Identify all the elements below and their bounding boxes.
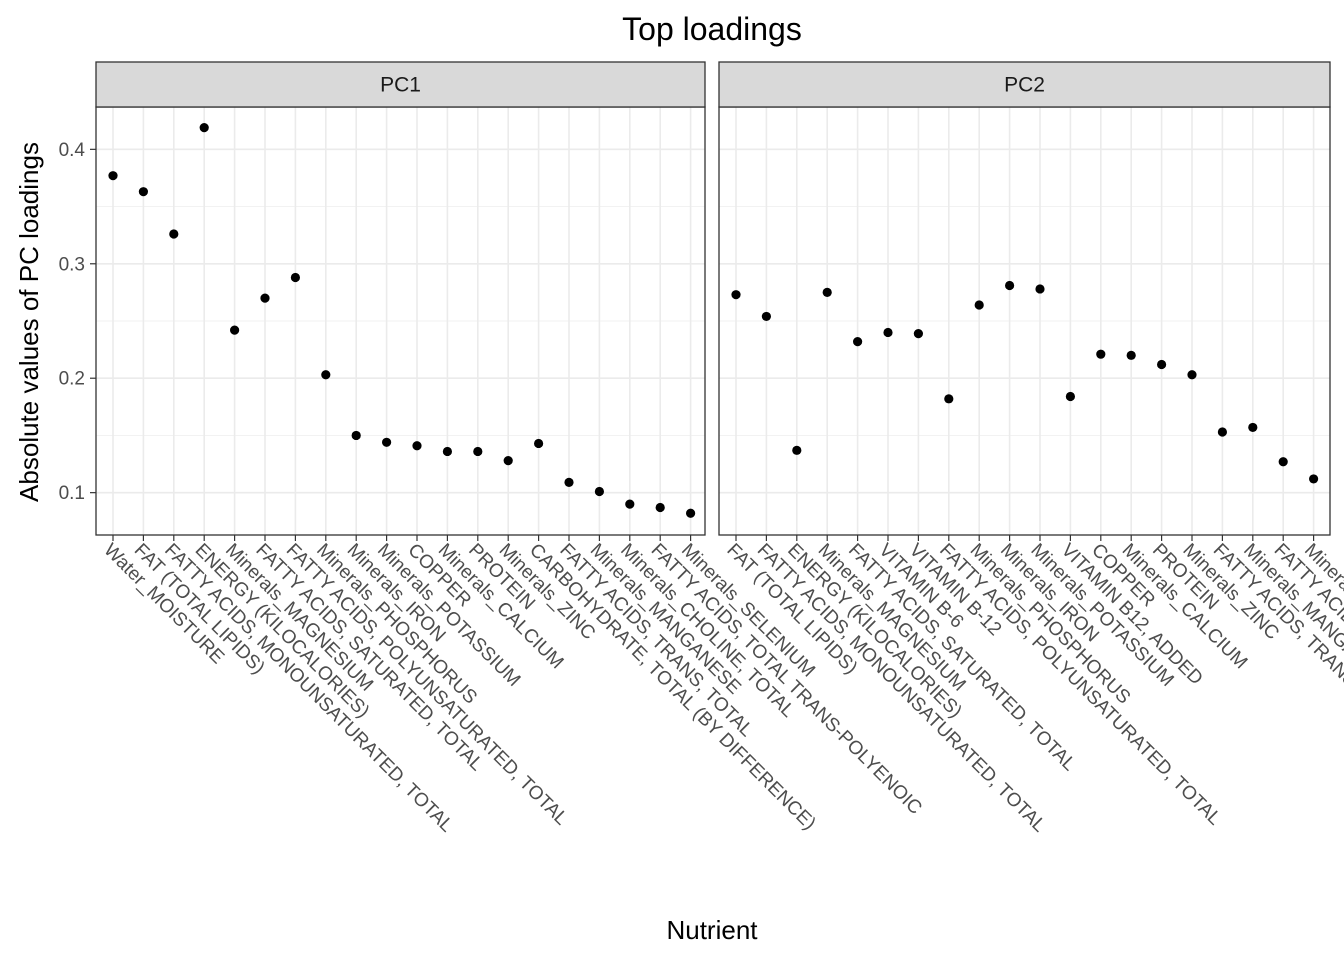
facet-strip [95, 61, 706, 108]
y-tick-label: 0.2 [59, 369, 85, 390]
data-point [944, 394, 954, 404]
data-point [503, 456, 513, 466]
data-point [1278, 457, 1288, 467]
data-point [1157, 359, 1167, 370]
data-point [1309, 474, 1319, 484]
y-axis: 0.1 0.2 0.3 0.4 [59, 140, 96, 504]
data-point [594, 486, 605, 497]
data-point [1065, 391, 1075, 402]
data-point [1217, 427, 1227, 437]
data-point [883, 327, 893, 338]
data-point [1035, 284, 1045, 294]
y-tick-label: 0.1 [59, 483, 85, 504]
data-point [199, 122, 209, 133]
data-point [761, 311, 772, 322]
data-point [655, 502, 665, 513]
data-point [534, 438, 544, 449]
data-point [230, 325, 240, 335]
data-point [412, 441, 422, 451]
facet-strip [718, 61, 1331, 108]
data-point [169, 229, 179, 239]
data-point [382, 437, 392, 447]
data-point [822, 287, 832, 297]
data-point [290, 272, 300, 283]
data-point [974, 300, 984, 310]
data-point [792, 445, 802, 455]
data-point [686, 508, 696, 518]
data-point [108, 171, 118, 181]
data-point [731, 290, 741, 300]
data-point [853, 336, 863, 347]
x-axis-title: Nutrient [666, 915, 758, 945]
y-axis-title: Absolute values of PC loadings [14, 142, 44, 502]
data-point [260, 293, 270, 303]
facet-strip-label: PC1 [380, 74, 421, 97]
data-point [625, 499, 635, 509]
data-point [564, 477, 574, 487]
data-point [351, 430, 361, 441]
data-point [1126, 350, 1136, 360]
data-point [913, 328, 924, 339]
data-point [1248, 422, 1258, 433]
data-point [1096, 349, 1106, 359]
data-point [321, 370, 331, 380]
chart-title: Top loadings [622, 11, 802, 47]
data-point [1005, 280, 1015, 291]
facet-strip-label: PC2 [1004, 74, 1045, 97]
y-tick-label: 0.3 [59, 254, 85, 275]
data-point [442, 446, 452, 457]
data-point [1187, 370, 1197, 380]
data-point [473, 446, 483, 457]
y-tick-label: 0.4 [59, 140, 86, 161]
data-point [138, 187, 148, 197]
